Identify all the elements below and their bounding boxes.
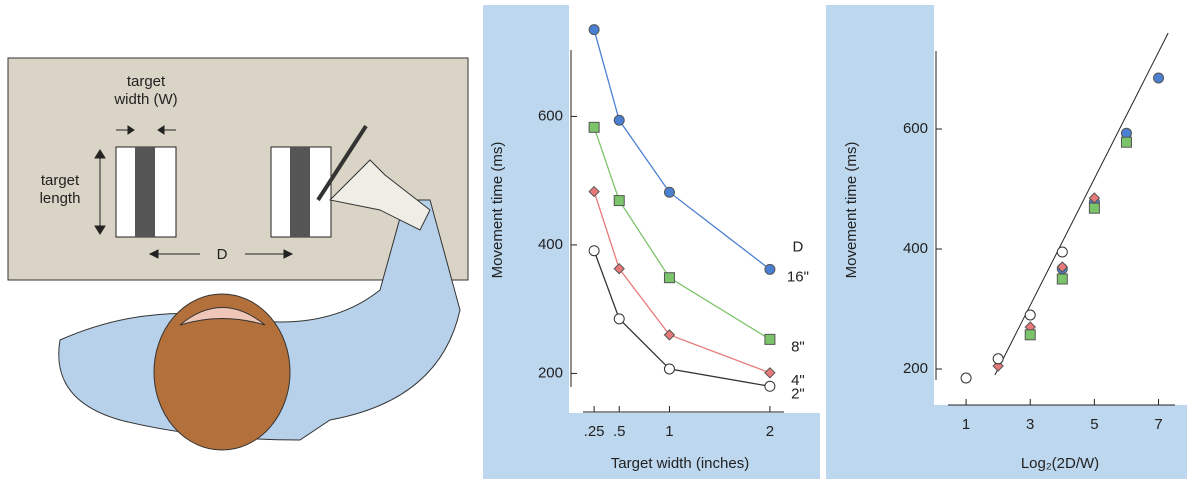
point xyxy=(1024,309,1036,321)
point xyxy=(663,329,676,341)
series-label: 16" xyxy=(787,268,809,285)
y-tick-label: 400 xyxy=(538,236,563,253)
y-tick-label: 600 xyxy=(903,120,928,137)
x-tick-label: 5 xyxy=(1090,416,1098,433)
point xyxy=(764,380,776,392)
point xyxy=(613,114,625,126)
point xyxy=(1024,329,1036,341)
point xyxy=(663,272,675,284)
series-line xyxy=(593,29,771,270)
point xyxy=(588,245,600,257)
point xyxy=(1120,136,1132,148)
length-arrow xyxy=(94,149,106,235)
point xyxy=(960,372,972,384)
point xyxy=(764,333,776,345)
target-bar xyxy=(290,147,310,237)
x-tick-label: .25 xyxy=(584,423,605,440)
y-axis-label: Movement time (ms) xyxy=(489,142,506,279)
series-line xyxy=(593,191,771,374)
distance-arrow xyxy=(148,249,294,259)
point xyxy=(588,121,600,133)
y-tick-label: 600 xyxy=(538,107,563,124)
point xyxy=(613,195,625,207)
series-label: 2" xyxy=(791,385,805,402)
y-tick-label: 200 xyxy=(538,364,563,381)
stylus xyxy=(316,124,368,202)
label: target xyxy=(127,73,166,90)
plot-area xyxy=(569,5,820,413)
y-tick-label: 200 xyxy=(903,360,928,377)
illustration: target width (W) target length D xyxy=(7,57,469,451)
series-label: 4" xyxy=(791,372,805,389)
label: width (W) xyxy=(113,91,177,108)
point xyxy=(1056,261,1069,273)
label: length xyxy=(40,190,81,207)
point xyxy=(1056,273,1068,285)
y-axis-label: Movement time (ms) xyxy=(843,142,860,279)
point xyxy=(663,363,675,375)
series-line xyxy=(593,127,771,340)
point xyxy=(764,263,776,275)
trend-line xyxy=(994,32,1169,376)
width-arrows xyxy=(116,125,176,135)
point xyxy=(663,186,675,198)
x-tick-label: 2 xyxy=(766,423,774,440)
x-tick-label: 1 xyxy=(665,423,673,440)
point xyxy=(1153,72,1165,84)
x-tick-label: 1 xyxy=(962,416,970,433)
label: D xyxy=(217,246,228,263)
plot-area xyxy=(934,0,1187,405)
board xyxy=(7,57,469,281)
y-tick-label: 400 xyxy=(903,240,928,257)
point xyxy=(1088,202,1100,214)
target-bar xyxy=(135,147,155,237)
forehead xyxy=(179,307,266,326)
x-axis-label: Log₂(2D/W) xyxy=(1021,455,1099,472)
series-line xyxy=(593,250,771,387)
legend-title: D xyxy=(792,238,803,255)
hand xyxy=(328,159,431,231)
x-tick-label: .5 xyxy=(613,423,626,440)
point xyxy=(588,185,600,198)
x-tick-label: 7 xyxy=(1154,416,1162,433)
point xyxy=(613,262,625,275)
point xyxy=(588,24,600,36)
point xyxy=(613,313,625,325)
point xyxy=(992,353,1004,365)
series-label: 8" xyxy=(791,338,805,355)
point xyxy=(764,367,776,379)
label: target xyxy=(41,172,80,189)
head xyxy=(153,293,291,451)
point xyxy=(1056,246,1068,258)
x-axis-label: Target width (inches) xyxy=(611,455,749,472)
x-tick-label: 3 xyxy=(1026,416,1034,433)
